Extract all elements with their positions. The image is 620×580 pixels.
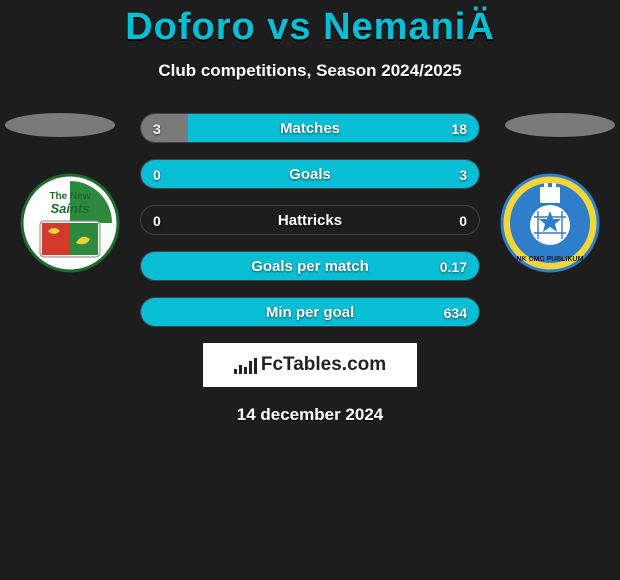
stat-row: 0Goals3 <box>140 159 480 189</box>
svg-text:Saints: Saints <box>50 201 89 216</box>
stat-label: Min per goal <box>141 298 479 327</box>
team-badge-left-icon: The New Saints <box>20 173 120 273</box>
stat-row: 3Matches18 <box>140 113 480 143</box>
page-title: Doforo vs NemaniÄ <box>0 0 620 49</box>
stat-label: Goals <box>141 160 479 189</box>
brand-box[interactable]: FcTables.com <box>203 343 417 387</box>
brand-text: FcTables.com <box>261 354 386 376</box>
stat-value-right: 3 <box>459 160 467 189</box>
stat-label: Goals per match <box>141 252 479 281</box>
date-label: 14 december 2024 <box>0 405 620 425</box>
stat-value-right: 634 <box>444 298 467 327</box>
stats-list: 3Matches180Goals30Hattricks0Goals per ma… <box>140 113 480 327</box>
team-badge-right: NK CMC PUBLIKUM <box>500 173 600 273</box>
subtitle: Club competitions, Season 2024/2025 <box>0 61 620 81</box>
stat-row: Goals per match0.17 <box>140 251 480 281</box>
stat-label: Hattricks <box>141 206 479 235</box>
player-left-oval <box>5 113 115 137</box>
chart-icon <box>234 356 257 374</box>
stat-row: 0Hattricks0 <box>140 205 480 235</box>
svg-text:NK CMC PUBLIKUM: NK CMC PUBLIKUM <box>517 256 584 263</box>
stat-value-right: 0.17 <box>440 252 467 281</box>
comparison-panel: The New Saints NK CMC PUBLIKUM 3Matches1… <box>0 113 620 425</box>
stat-value-right: 0 <box>459 206 467 235</box>
team-badge-left: The New Saints <box>20 173 120 273</box>
stat-row: Min per goal634 <box>140 297 480 327</box>
player-right-oval <box>505 113 615 137</box>
stat-label: Matches <box>141 114 479 143</box>
team-badge-right-icon: NK CMC PUBLIKUM <box>500 173 600 273</box>
stat-value-right: 18 <box>451 114 467 143</box>
